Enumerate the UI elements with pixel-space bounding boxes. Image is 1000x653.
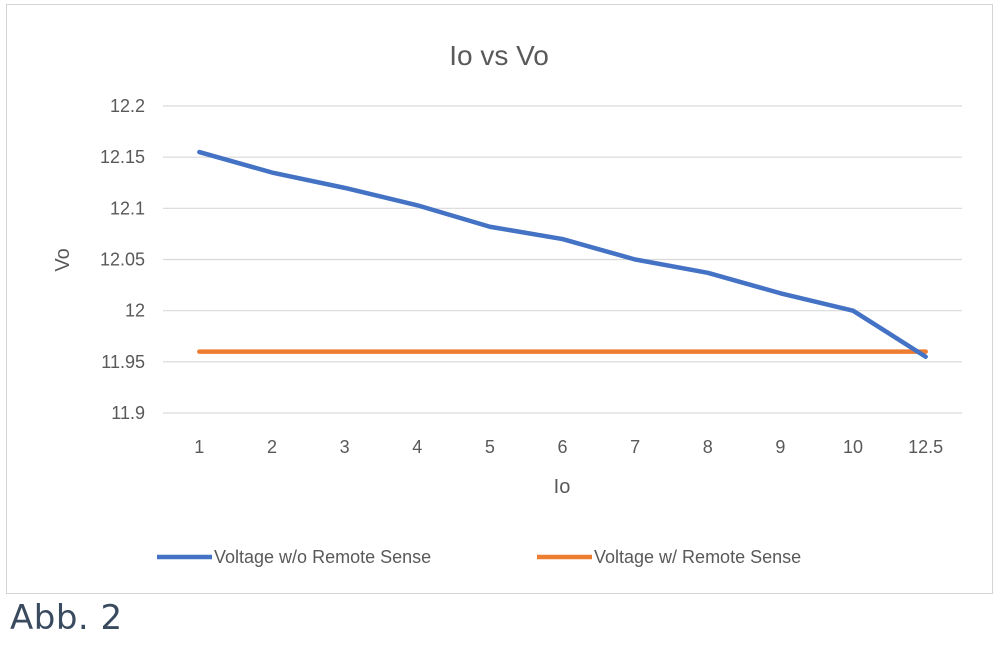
x-tick-label: 9 xyxy=(775,437,785,457)
x-axis-label: Io xyxy=(554,476,571,498)
y-tick-label: 12 xyxy=(125,301,145,321)
series-lines xyxy=(197,149,928,359)
x-tick-label: 5 xyxy=(485,437,495,457)
x-tick-label: 3 xyxy=(340,437,350,457)
x-tick-label: 7 xyxy=(630,437,640,457)
y-tick-label: 12.1 xyxy=(110,198,145,218)
y-tick-label: 12.05 xyxy=(100,250,145,270)
legend-label: Voltage w/ Remote Sense xyxy=(594,547,801,567)
x-tick-label: 1 xyxy=(194,437,204,457)
figure-caption: Abb. 2 xyxy=(10,598,123,638)
x-tick-label: 10 xyxy=(843,437,863,457)
x-tick-label: 8 xyxy=(703,437,713,457)
y-tick-label: 12.15 xyxy=(100,147,145,167)
x-tick-label: 2 xyxy=(267,437,277,457)
legend: Voltage w/o Remote Sense Voltage w/ Remot… xyxy=(157,547,801,567)
chart-frame: Io vs Vo 12.2 12.15 12.1 12.05 12 11.95 11.9 1… xyxy=(6,4,993,594)
x-tick-label: 12.5 xyxy=(908,437,943,457)
y-tick-label: 12.2 xyxy=(110,96,145,116)
legend-label: Voltage w/o Remote Sense xyxy=(214,547,431,567)
gridlines xyxy=(163,105,962,414)
x-tick-label: 4 xyxy=(412,437,422,457)
x-axis-ticks: 1 2 3 4 5 6 7 8 9 10 12.5 xyxy=(194,437,943,457)
y-tick-label: 11.95 xyxy=(101,352,145,372)
y-tick-label: 11.9 xyxy=(111,403,145,423)
series-line xyxy=(197,149,928,359)
chart-title: Io vs Vo xyxy=(449,40,549,71)
y-axis-ticks: 12.2 12.15 12.1 12.05 12 11.95 11.9 xyxy=(100,96,145,423)
y-axis-label: Vo xyxy=(52,248,74,271)
x-tick-label: 6 xyxy=(557,437,567,457)
